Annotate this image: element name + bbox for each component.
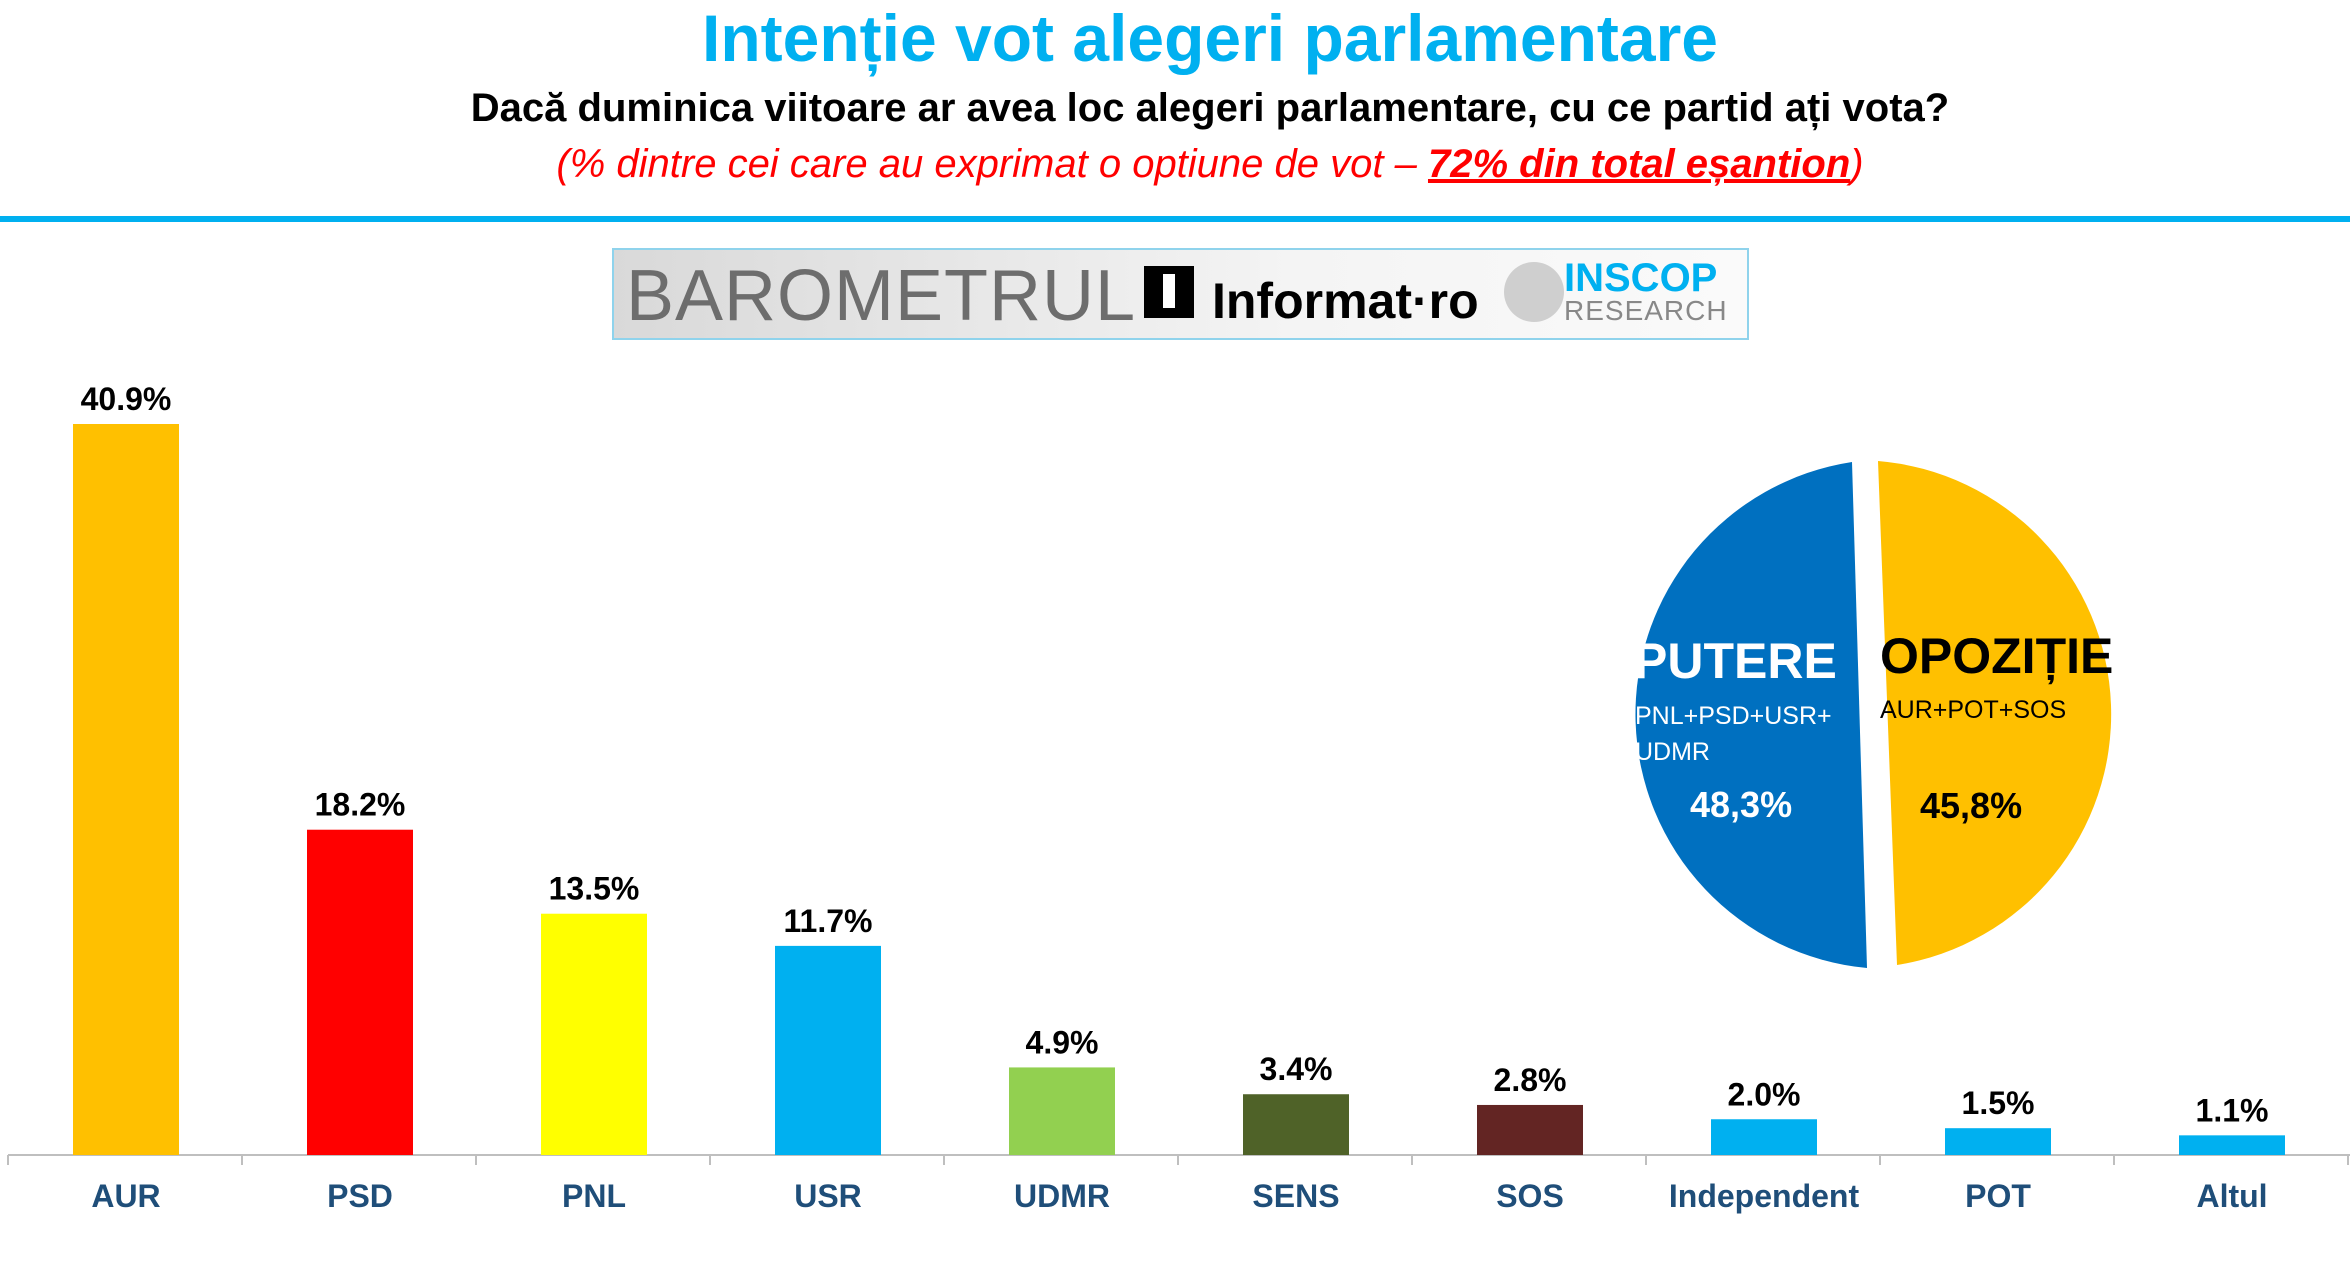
research-logo-text: RESEARCH [1564, 295, 1728, 326]
informat-i-icon [1144, 266, 1194, 318]
inscop-logo-text: INSCOP [1564, 256, 1718, 300]
data-label: 40.9% [81, 381, 172, 417]
barometrul-logo-text: BAROMETRUL [626, 256, 1137, 336]
category-label: Independent [1669, 1178, 1860, 1214]
bar-psd [307, 829, 413, 1155]
bar-aur [73, 424, 179, 1155]
category-label: AUR [91, 1178, 160, 1214]
category-label: PSD [327, 1178, 393, 1214]
category-label: UDMR [1014, 1178, 1110, 1214]
note-highlight: 72% din total eșantion [1427, 142, 1851, 186]
data-label: 1.1% [2196, 1092, 2269, 1128]
category-label: PNL [562, 1178, 626, 1214]
category-label: SENS [1252, 1178, 1339, 1214]
data-label: 2.8% [1494, 1062, 1567, 1098]
bar-pnl [541, 913, 647, 1155]
data-label: 3.4% [1260, 1051, 1333, 1087]
pie-value-opozitie: 45,8% [1920, 785, 2022, 826]
category-label: SOS [1496, 1178, 1564, 1214]
category-label: POT [1965, 1178, 2031, 1214]
pie-label-opozitie: OPOZIȚIE [1880, 628, 2113, 684]
note-prefix: (% dintre cei care au exprimat o optiune… [556, 142, 1428, 186]
pie-detail-putere-2: UDMR [1635, 738, 1710, 766]
pie-detail-opozitie: AUR+POT+SOS [1880, 696, 2066, 724]
bar-sens [1243, 1094, 1349, 1155]
data-label: 11.7% [784, 903, 873, 939]
bar-sos [1477, 1104, 1583, 1155]
barometru-logo-banner: BAROMETRUL Informat·ro INSCOP RESEARCH [612, 248, 1749, 340]
bar-usr [775, 945, 881, 1155]
pie-detail-putere-1: PNL+PSD+USR+ [1635, 702, 1832, 730]
page-title: Intenție vot alegeri parlamentare [701, 1, 1718, 75]
inscop-globe-icon [1504, 262, 1564, 322]
data-label: 13.5% [549, 871, 640, 907]
data-label: 2.0% [1728, 1076, 1801, 1112]
data-label: 4.9% [1026, 1024, 1099, 1060]
note-suffix: ) [1850, 142, 1864, 186]
header-divider [0, 216, 2350, 222]
pie-slice-opozitie [1878, 461, 2112, 965]
pie-value-putere: 48,3% [1690, 784, 1792, 825]
data-label: 1.5% [1962, 1085, 2035, 1121]
bar-altul [2179, 1135, 2285, 1155]
question-subtitle: Dacă duminica viitoare ar avea loc alege… [470, 86, 1950, 130]
bar-udmr [1009, 1067, 1115, 1155]
pie-label-putere: PUTERE [1634, 633, 1837, 689]
pie-chart: PUTERE PNL+PSD+USR+ UDMR 48,3% OPOZIȚIE … [1634, 461, 2113, 968]
data-label: 18.2% [315, 787, 406, 823]
sample-note: (% dintre cei care au exprimat o optiune… [0, 142, 2350, 187]
bar-pot [1945, 1128, 2051, 1155]
category-label: USR [794, 1178, 862, 1214]
informat-logo-text: Informat·ro [1212, 273, 1479, 329]
pie-slice-putere [1635, 462, 1867, 968]
category-label: Altul [2196, 1178, 2267, 1214]
bar-independent [1711, 1119, 1817, 1155]
